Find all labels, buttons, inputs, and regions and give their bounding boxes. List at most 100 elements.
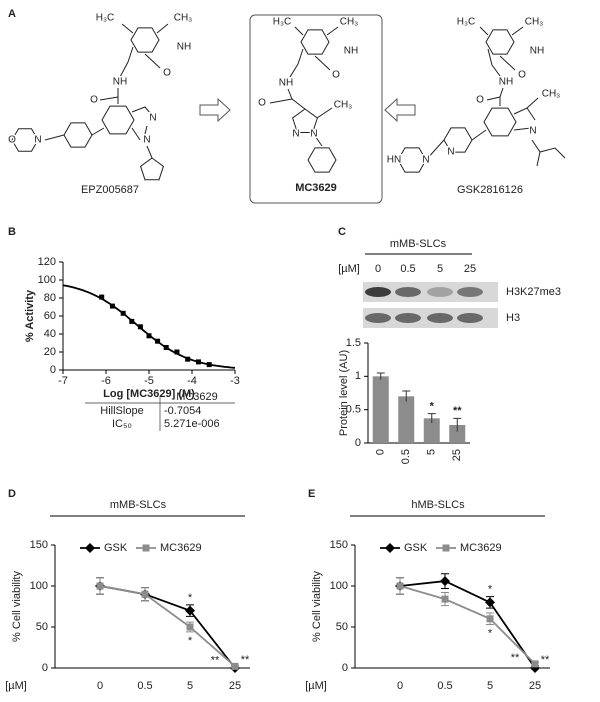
y-tick-label: 120 (38, 256, 56, 268)
bond (146, 145, 153, 159)
x-tick-label: 25 (229, 680, 241, 692)
x-tick-label: 0 (97, 680, 103, 692)
y-tick-label: 1 (355, 370, 361, 382)
table-cell: HillSlope (100, 405, 143, 417)
highlight-box (249, 14, 383, 204)
dose-label: 25 (464, 263, 476, 275)
point (174, 349, 180, 355)
atom-label: H₃C (457, 17, 476, 28)
x-tick-label: 25 (529, 680, 541, 692)
band-label: H3K27me3 (506, 286, 561, 298)
atom-label: O (8, 135, 16, 146)
point (485, 597, 495, 608)
bond (479, 26, 489, 36)
ring (63, 122, 93, 148)
table-cell: 5.271e-006 (164, 418, 220, 430)
point (141, 590, 149, 598)
bond (294, 26, 304, 36)
atom-label: H₃C (273, 17, 292, 28)
y-axis-title: % Cell viability (11, 571, 23, 642)
bond (536, 151, 541, 167)
x-axis-title: Log [MC3629] (M) (103, 388, 195, 400)
bond (314, 55, 331, 71)
bond (511, 26, 524, 36)
atom-label: CH₃ (334, 100, 353, 111)
dose-label: 0.5 (400, 263, 415, 275)
x-tick-label: 0 (375, 449, 387, 455)
point (129, 318, 135, 324)
table-header: MC3629 (176, 391, 218, 403)
y-tick-label: 80 (44, 292, 56, 304)
atom-label: N (447, 147, 454, 158)
y-tick-label: 100 (38, 274, 56, 286)
point (163, 345, 169, 350)
bond (513, 107, 536, 121)
y-tick-label: 0 (342, 662, 348, 674)
table-cell: -0.7054 (164, 405, 201, 417)
bond (144, 125, 148, 135)
bond (316, 107, 333, 119)
significance: * (488, 627, 493, 639)
x-tick-label: -7 (58, 375, 68, 387)
point (440, 576, 450, 587)
y-tick-label: 50 (336, 621, 348, 633)
band (427, 287, 453, 297)
y-tick-label: 0 (50, 364, 56, 376)
error-bar (427, 413, 436, 423)
panel-label: C (338, 226, 346, 238)
bond (119, 46, 134, 78)
legend-label: MC3629 (160, 542, 202, 554)
panel-label: D (8, 488, 16, 500)
atom-label: NH (113, 77, 127, 88)
y-tick-label: 150 (30, 539, 48, 551)
ring (292, 108, 318, 134)
ring (483, 107, 517, 137)
atom-label: N (143, 135, 150, 146)
point (385, 543, 395, 553)
compound-name: EPZ005687 (81, 184, 139, 196)
table-cell: IC₅₀ (112, 418, 132, 430)
ring (139, 157, 165, 181)
bond (326, 26, 339, 36)
dose-label: 0 (375, 263, 381, 275)
point (99, 294, 105, 300)
bond (99, 96, 119, 101)
atom-label: NH (177, 42, 191, 53)
point (186, 623, 194, 631)
bond (526, 97, 539, 109)
band (365, 313, 391, 323)
compound-name: GSK2816126 (457, 184, 523, 196)
series-line (399, 580, 536, 669)
point (120, 310, 126, 316)
x-axis-title: [µM] (5, 680, 27, 692)
bond (91, 127, 105, 136)
point (185, 605, 195, 616)
x-tick-label: -3 (230, 375, 240, 387)
band (395, 313, 421, 323)
atom-label: CH₃ (525, 17, 544, 28)
point (195, 359, 201, 365)
atom-label: O (163, 68, 171, 79)
atom-label: CH₃ (542, 89, 561, 100)
atom-label: N (149, 113, 156, 124)
x-tick-label: -4 (187, 375, 197, 387)
legend-label: GSK (404, 542, 428, 554)
bond (121, 23, 134, 34)
bond (499, 55, 516, 71)
point (137, 324, 143, 330)
atom-label: O (258, 98, 266, 109)
y-tick-label: 0 (42, 662, 48, 674)
y-tick-label: 40 (44, 328, 56, 340)
atom-label: O (90, 95, 98, 106)
bar (372, 376, 389, 443)
blot-unit: [µM] (338, 263, 360, 275)
band (365, 287, 391, 297)
error-bar (453, 417, 462, 432)
y-tick-label: 60 (44, 310, 56, 322)
ring (307, 147, 337, 173)
x-axis-title: [µM] (305, 680, 327, 692)
point (185, 356, 191, 362)
bond (131, 106, 151, 114)
atom-label: N (529, 126, 536, 137)
